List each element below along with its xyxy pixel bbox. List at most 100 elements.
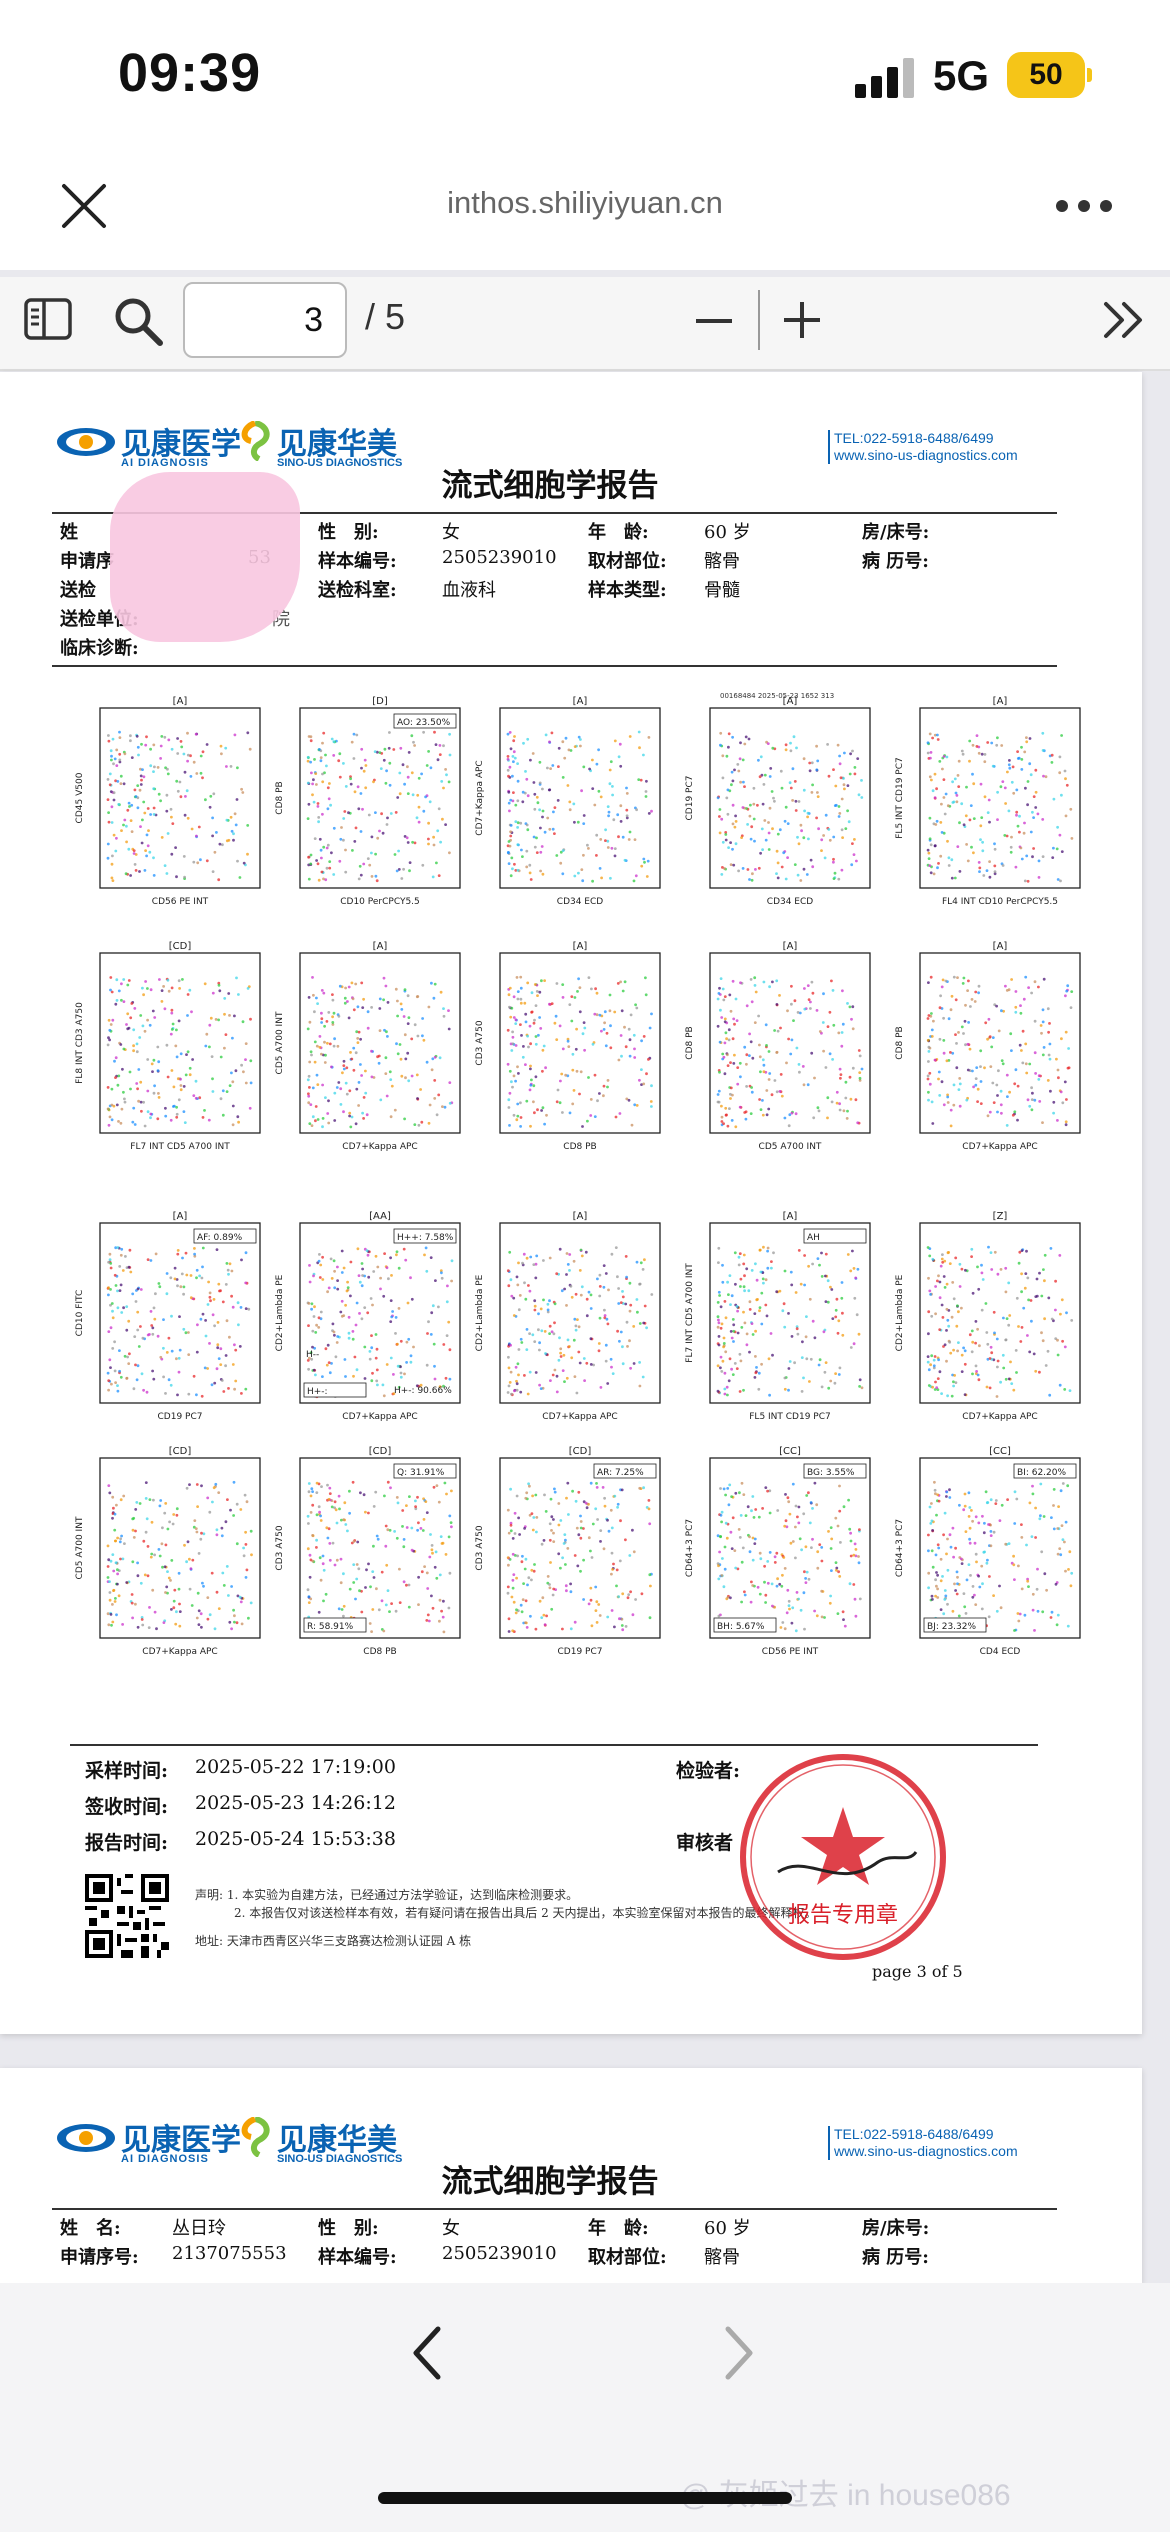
event-dot <box>1017 1564 1020 1568</box>
event-dot <box>589 1586 593 1590</box>
event-dot <box>957 1088 961 1091</box>
event-dot <box>114 1246 118 1250</box>
event-dot <box>360 766 363 770</box>
event-dot <box>752 817 756 821</box>
event-dot <box>349 1294 352 1298</box>
event-dot <box>387 1277 390 1281</box>
event-dot <box>385 1266 389 1270</box>
event-dot <box>930 1012 933 1015</box>
event-dot <box>738 757 742 761</box>
event-dot <box>857 1049 861 1052</box>
event-dot <box>170 1069 174 1072</box>
event-dot <box>1040 1550 1044 1554</box>
event-dot <box>1066 1624 1070 1628</box>
sidebar-toggle-icon[interactable] <box>24 298 72 340</box>
event-dot <box>389 1320 393 1323</box>
event-dot <box>113 1528 117 1532</box>
home-indicator[interactable] <box>378 2492 792 2504</box>
event-dot <box>640 1039 643 1043</box>
event-dot <box>979 1065 982 1068</box>
close-icon[interactable] <box>56 178 112 234</box>
event-dot <box>119 1283 123 1287</box>
event-dot <box>738 1390 742 1393</box>
event-dot <box>784 748 788 752</box>
event-dot <box>335 1341 339 1344</box>
back-chevron-icon[interactable] <box>408 2323 448 2383</box>
event-dot <box>120 829 123 832</box>
event-dot <box>984 1021 988 1025</box>
event-dot <box>189 1296 193 1300</box>
event-dot <box>962 823 966 827</box>
forward-chevron-icon[interactable] <box>718 2323 758 2383</box>
event-dot <box>386 1001 390 1004</box>
event-dot <box>539 1307 543 1311</box>
event-dot <box>1028 1104 1032 1108</box>
event-dot <box>511 1537 515 1540</box>
event-dot <box>525 1256 529 1260</box>
event-dot <box>402 867 405 871</box>
event-dot <box>208 1295 212 1299</box>
event-dot <box>136 1561 139 1565</box>
event-dot <box>307 1094 311 1098</box>
event-dot <box>1000 1009 1003 1013</box>
event-dot <box>427 1005 431 1009</box>
sex-value: 女 <box>442 522 460 543</box>
url-display[interactable]: inthos.shiliyiyuan.cn <box>447 185 723 220</box>
event-dot <box>410 771 414 775</box>
event-dot <box>578 1092 581 1096</box>
event-dot <box>333 1286 337 1290</box>
event-dot <box>621 1290 624 1293</box>
event-dot <box>999 1089 1003 1093</box>
event-dot <box>122 978 126 981</box>
event-dot <box>752 786 756 790</box>
event-dot <box>860 779 863 782</box>
event-dot <box>312 1368 316 1372</box>
event-dot <box>854 1614 858 1618</box>
event-dot <box>527 1284 530 1287</box>
event-dot <box>117 1074 121 1078</box>
event-dot <box>208 1510 212 1514</box>
event-dot <box>721 866 724 869</box>
event-dot <box>946 1093 949 1097</box>
event-dot <box>167 989 171 993</box>
event-dot <box>720 1016 724 1019</box>
double-chevron-right-icon[interactable] <box>1100 298 1148 342</box>
event-dot <box>517 1348 521 1351</box>
event-dot <box>568 800 572 804</box>
page-number-input[interactable]: 3 <box>183 282 347 358</box>
event-dot <box>157 1096 161 1099</box>
event-dot <box>615 1584 618 1588</box>
plot-axis-label: CD5 A700 INT <box>759 1142 822 1152</box>
event-dot <box>589 1114 593 1117</box>
event-dot <box>1032 816 1035 819</box>
event-dot <box>348 1114 351 1118</box>
event-dot <box>807 998 811 1001</box>
event-dot <box>723 995 727 998</box>
site-value: 髂骨 <box>704 2247 740 2268</box>
event-dot <box>743 1593 747 1597</box>
event-dot <box>215 1590 219 1594</box>
footer-rule <box>70 1744 1038 1746</box>
event-dot <box>557 746 561 750</box>
plot-gate-label: [A] <box>373 941 388 952</box>
zoom-out-icon[interactable] <box>690 300 738 342</box>
zoom-in-icon[interactable] <box>778 296 826 344</box>
event-dot <box>320 856 323 860</box>
event-dot <box>361 1267 364 1271</box>
event-dot <box>375 879 379 883</box>
event-dot <box>128 1248 132 1252</box>
more-icon[interactable] <box>1056 200 1114 214</box>
event-dot <box>139 1581 143 1585</box>
event-dot <box>227 992 231 995</box>
event-dot <box>224 1354 228 1357</box>
event-dot <box>165 1043 169 1047</box>
event-dot <box>352 1068 356 1072</box>
event-dot <box>990 1045 994 1049</box>
event-dot <box>550 1607 554 1611</box>
event-dot <box>152 813 156 816</box>
search-icon[interactable] <box>110 293 166 349</box>
event-dot <box>981 840 984 844</box>
event-dot <box>1045 1588 1048 1592</box>
event-dot <box>1015 1497 1019 1501</box>
event-dot <box>399 1371 403 1375</box>
